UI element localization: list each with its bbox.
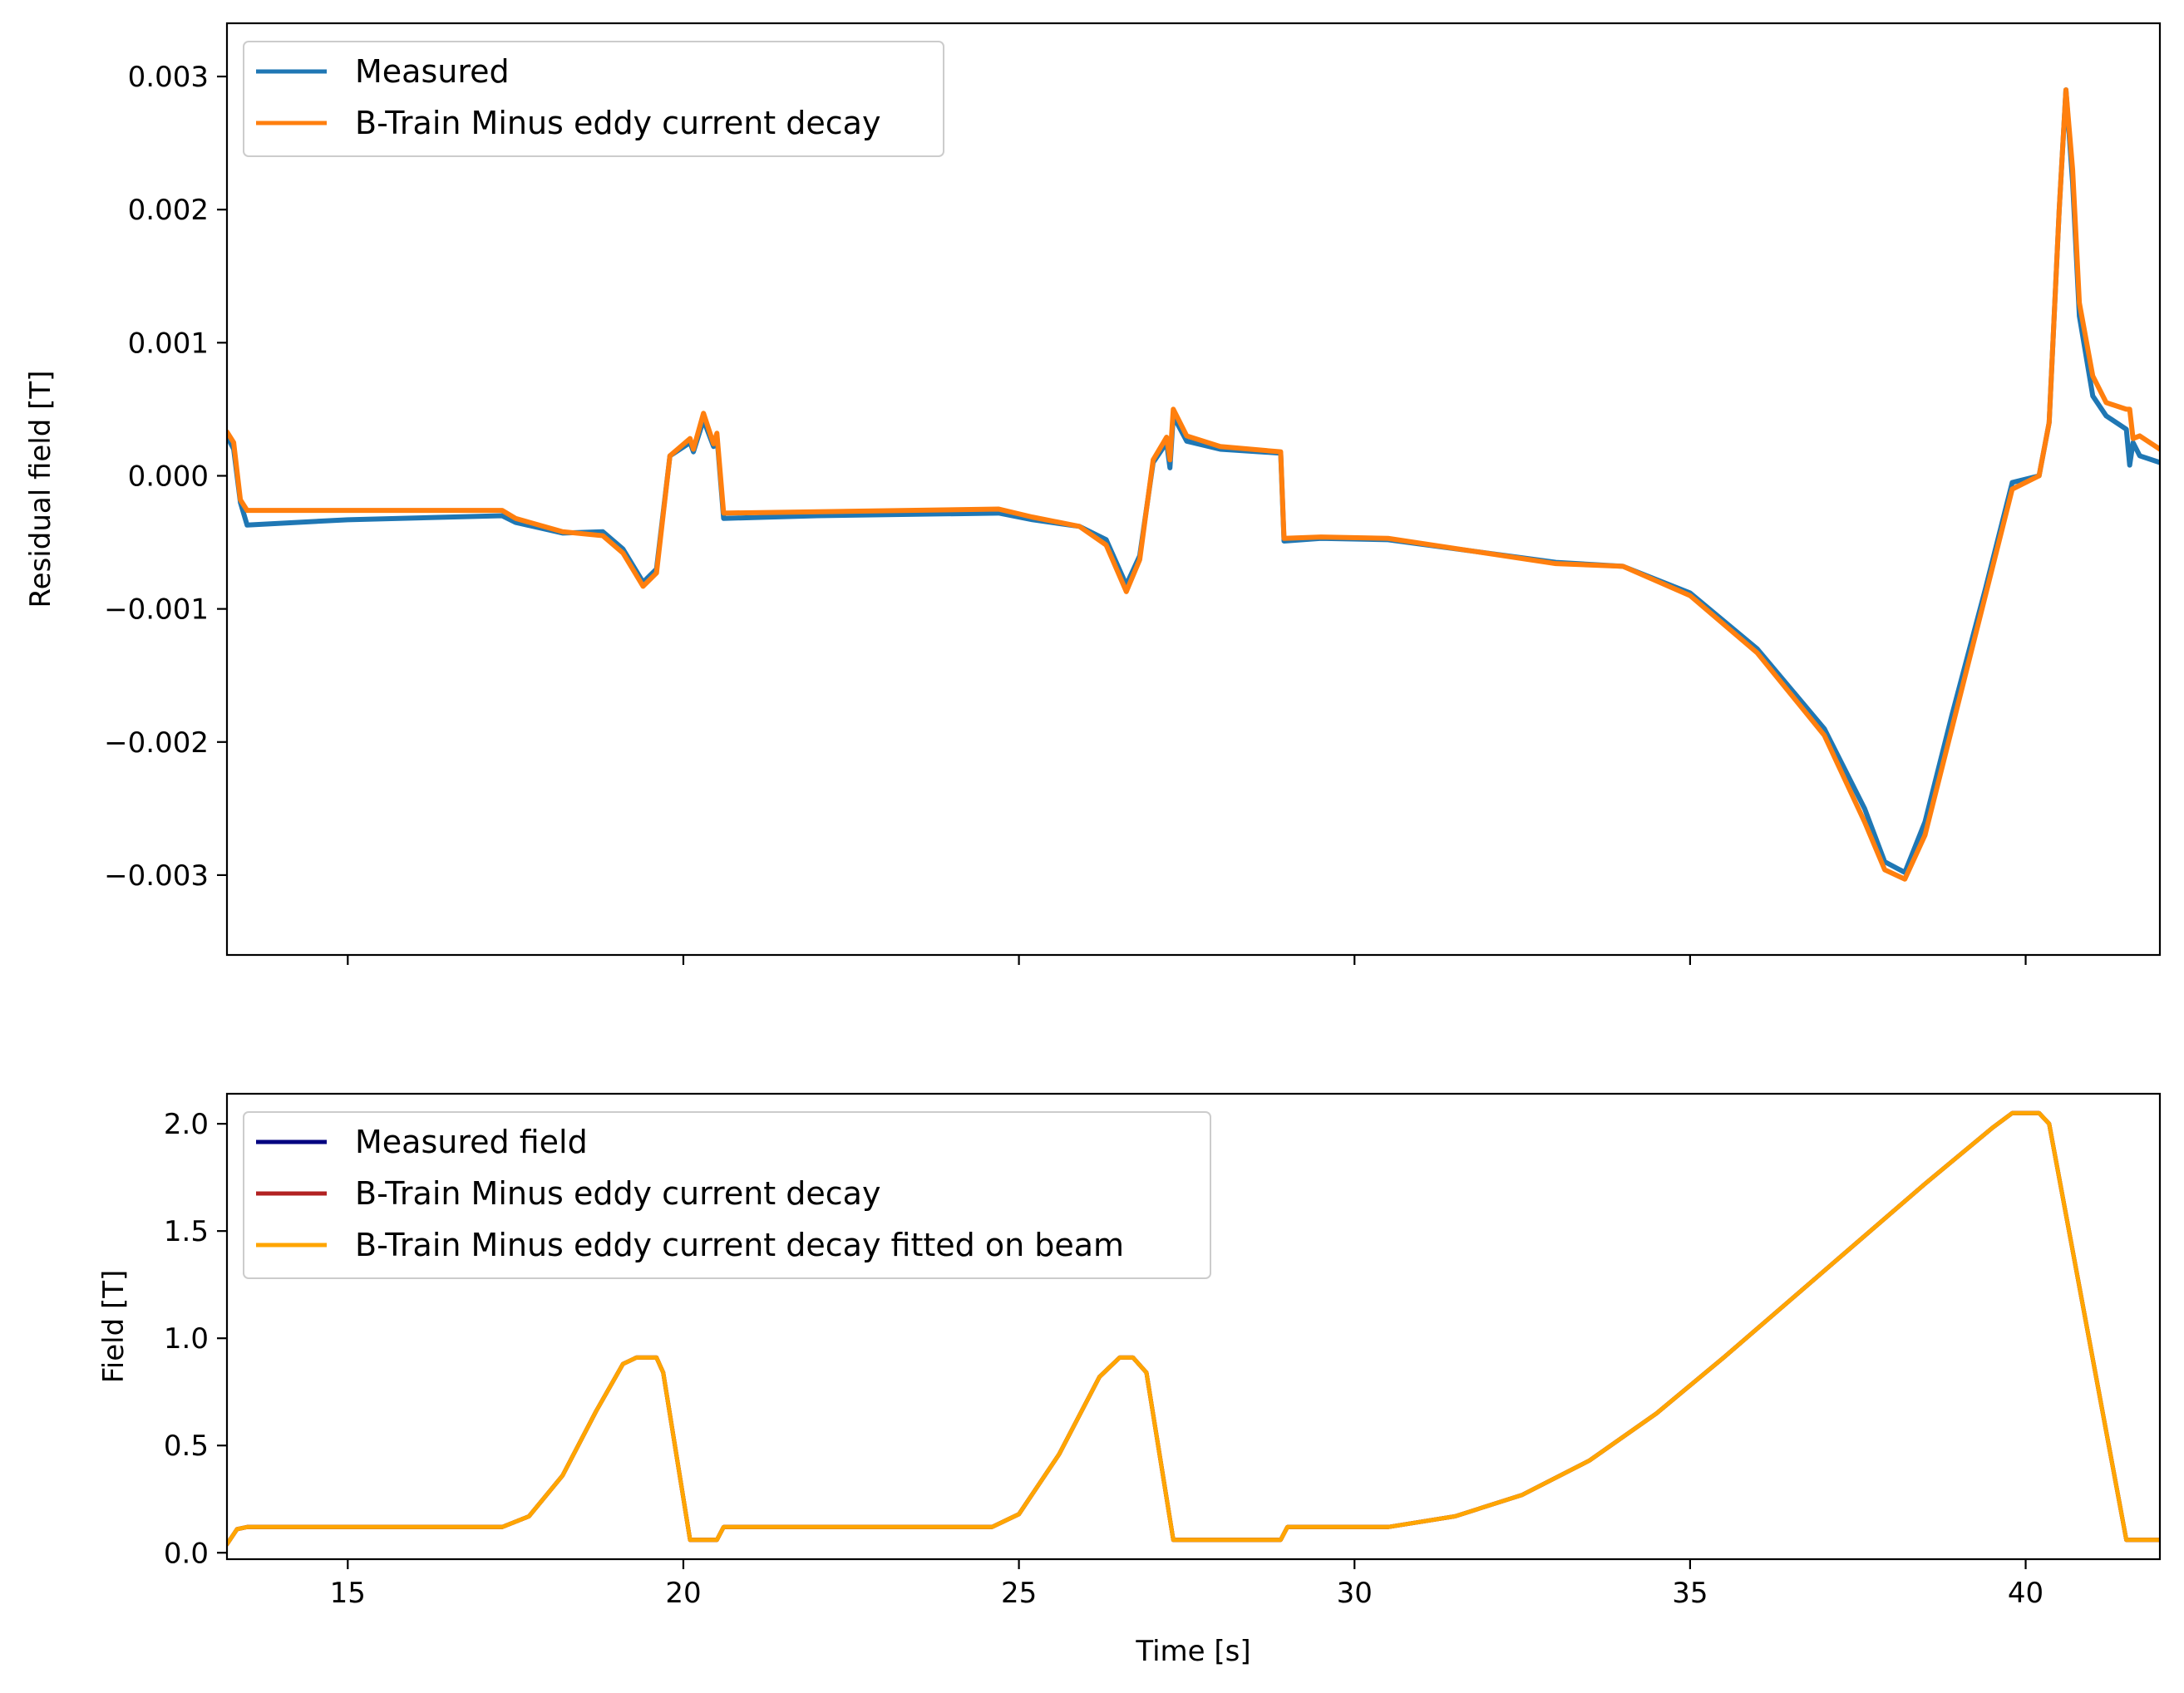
bottom-y-tick-label-2: 1.0 bbox=[164, 1322, 209, 1356]
bottom-y-tick-label-1: 0.5 bbox=[164, 1430, 209, 1463]
field-panel: 15 20 25 30 35 40 0.0 0.5 1.0 1.5 2.0 Field [T] Time… bbox=[97, 1092, 2162, 1668]
bottom-x-tick-label-2: 25 bbox=[1001, 1577, 1037, 1610]
bottom-legend: Measured field B-Train Minus eddy current… bbox=[243, 1111, 1211, 1279]
bottom-x-tick-label-3: 30 bbox=[1337, 1577, 1373, 1610]
top-y-tick-label-1: −0.002 bbox=[104, 726, 209, 760]
residual-field-panel: −0.003 −0.002 −0.001 0.000 0.001 0.002 0.003 Re… bbox=[24, 22, 2162, 965]
top-y-tick-label-3: 0.000 bbox=[128, 460, 209, 493]
bottom-x-tick-label-4: 35 bbox=[1672, 1577, 1708, 1610]
bottom-axes-frame bbox=[225, 1092, 2162, 1561]
top-y-tick-label-0: −0.003 bbox=[104, 859, 209, 893]
bottom-legend-box bbox=[243, 1111, 1211, 1279]
bottom-y-tick-label-0: 0.0 bbox=[164, 1537, 209, 1570]
top-y-tick-label-2: −0.001 bbox=[104, 593, 209, 627]
top-series-line-1 bbox=[227, 87, 2160, 882]
bottom-legend-label-2: B-Train Minus eddy current decay fitted … bbox=[355, 1227, 1124, 1263]
bottom-series-group bbox=[227, 1110, 2160, 1547]
top-series-group bbox=[227, 87, 2160, 882]
top-legend-label-0: Measured bbox=[355, 53, 510, 90]
top-y-tick-label-4: 0.001 bbox=[128, 327, 209, 360]
bottom-legend-label-1: B-Train Minus eddy current decay bbox=[355, 1175, 880, 1212]
bottom-y-tick-label-4: 2.0 bbox=[164, 1108, 209, 1141]
top-legend-box bbox=[243, 41, 944, 157]
bottom-x-axis-label: Time [s] bbox=[1135, 1635, 1250, 1668]
bottom-x-tick-label-0: 15 bbox=[330, 1577, 366, 1610]
bottom-x-tick-label-1: 20 bbox=[665, 1577, 701, 1610]
top-y-tick-label-5: 0.002 bbox=[128, 194, 209, 227]
bottom-series-line-2 bbox=[227, 1110, 2160, 1547]
top-legend: Measured B-Train Minus eddy current decay bbox=[243, 41, 944, 157]
bottom-legend-label-0: Measured field bbox=[355, 1124, 588, 1160]
top-y-axis-label: Residual field [T] bbox=[24, 371, 57, 608]
bottom-x-tick-label-5: 40 bbox=[2008, 1577, 2043, 1610]
bottom-y-axis-label: Field [T] bbox=[97, 1270, 131, 1384]
top-legend-label-1: B-Train Minus eddy current decay bbox=[355, 105, 880, 141]
top-axes-frame bbox=[225, 22, 2162, 957]
bottom-y-tick-label-3: 1.5 bbox=[164, 1215, 209, 1248]
top-y-tick-label-6: 0.003 bbox=[128, 61, 209, 94]
